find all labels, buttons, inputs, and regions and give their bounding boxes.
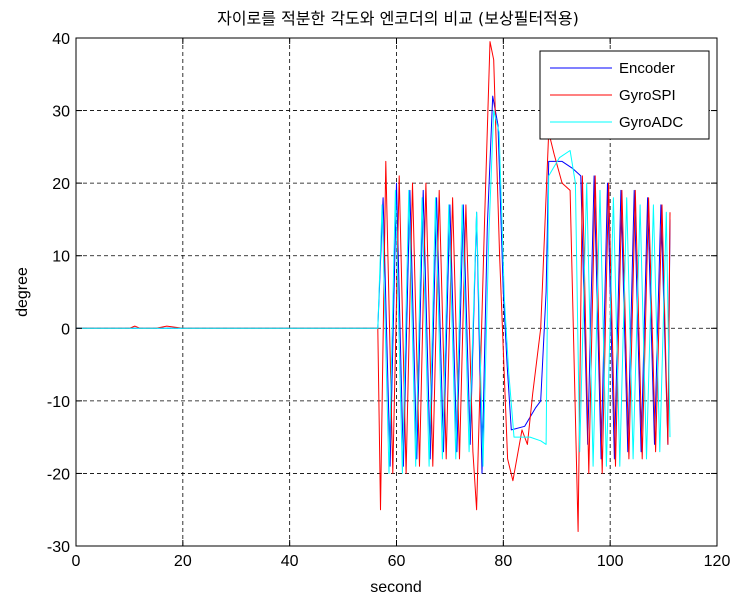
- y-tick-label: 30: [52, 104, 70, 121]
- x-tick-label: 80: [494, 553, 512, 570]
- x-tick-label: 20: [174, 553, 192, 570]
- y-tick-label: 0: [61, 321, 70, 338]
- series-line-gyroadc: [76, 110, 671, 474]
- y-axis-label: degree: [14, 267, 31, 317]
- x-tick-label: 40: [281, 553, 299, 570]
- series-line-encoder: [76, 95, 671, 474]
- y-tick-label: 20: [52, 176, 70, 193]
- y-tick-label: 10: [52, 249, 70, 266]
- series-line-gyrospi: [76, 41, 671, 532]
- legend: Encoder GyroSPI GyroADC: [539, 50, 710, 140]
- series-layer: [76, 41, 671, 532]
- legend-label: GyroSPI: [619, 87, 676, 104]
- legend-label: Encoder: [619, 60, 675, 77]
- y-tick-label: -10: [47, 394, 70, 411]
- y-tick-label: 40: [52, 31, 70, 48]
- legend-label: GyroADC: [619, 114, 683, 131]
- x-tick-label: 0: [72, 553, 81, 570]
- x-tick-label: 60: [388, 553, 406, 570]
- x-axis-label: second: [370, 579, 422, 596]
- y-tick-label: -20: [47, 466, 70, 483]
- chart-title: 자이로를 적분한 각도와 엔코더의 비교 (보상필터적용): [217, 9, 579, 28]
- y-tick-label: -30: [47, 539, 70, 556]
- ticks: 0 20 40 60 80 100 120 -30 -20 -10 0 10 20 30 40: [47, 31, 731, 570]
- x-tick-label: 100: [597, 553, 624, 570]
- x-tick-label: 120: [704, 553, 731, 570]
